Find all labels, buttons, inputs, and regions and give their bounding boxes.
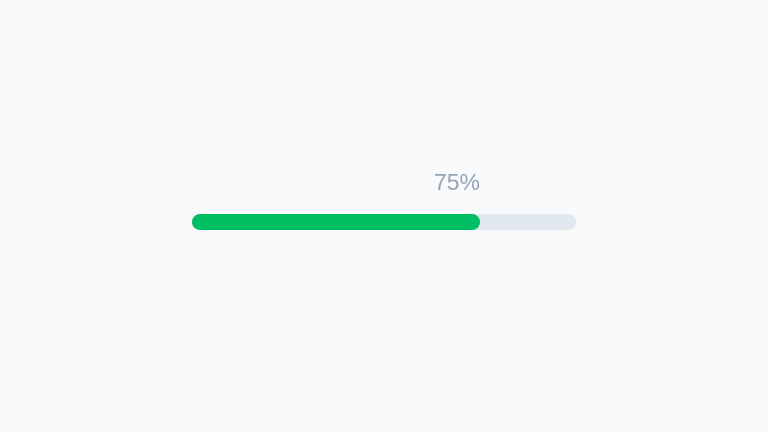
- progress-percentage-label: 75%: [433, 169, 480, 195]
- progress-label-row: 75%: [192, 166, 576, 200]
- progress-track: [192, 214, 576, 230]
- progress-fill: [192, 214, 480, 230]
- progress-bar-widget: 75%: [192, 166, 576, 230]
